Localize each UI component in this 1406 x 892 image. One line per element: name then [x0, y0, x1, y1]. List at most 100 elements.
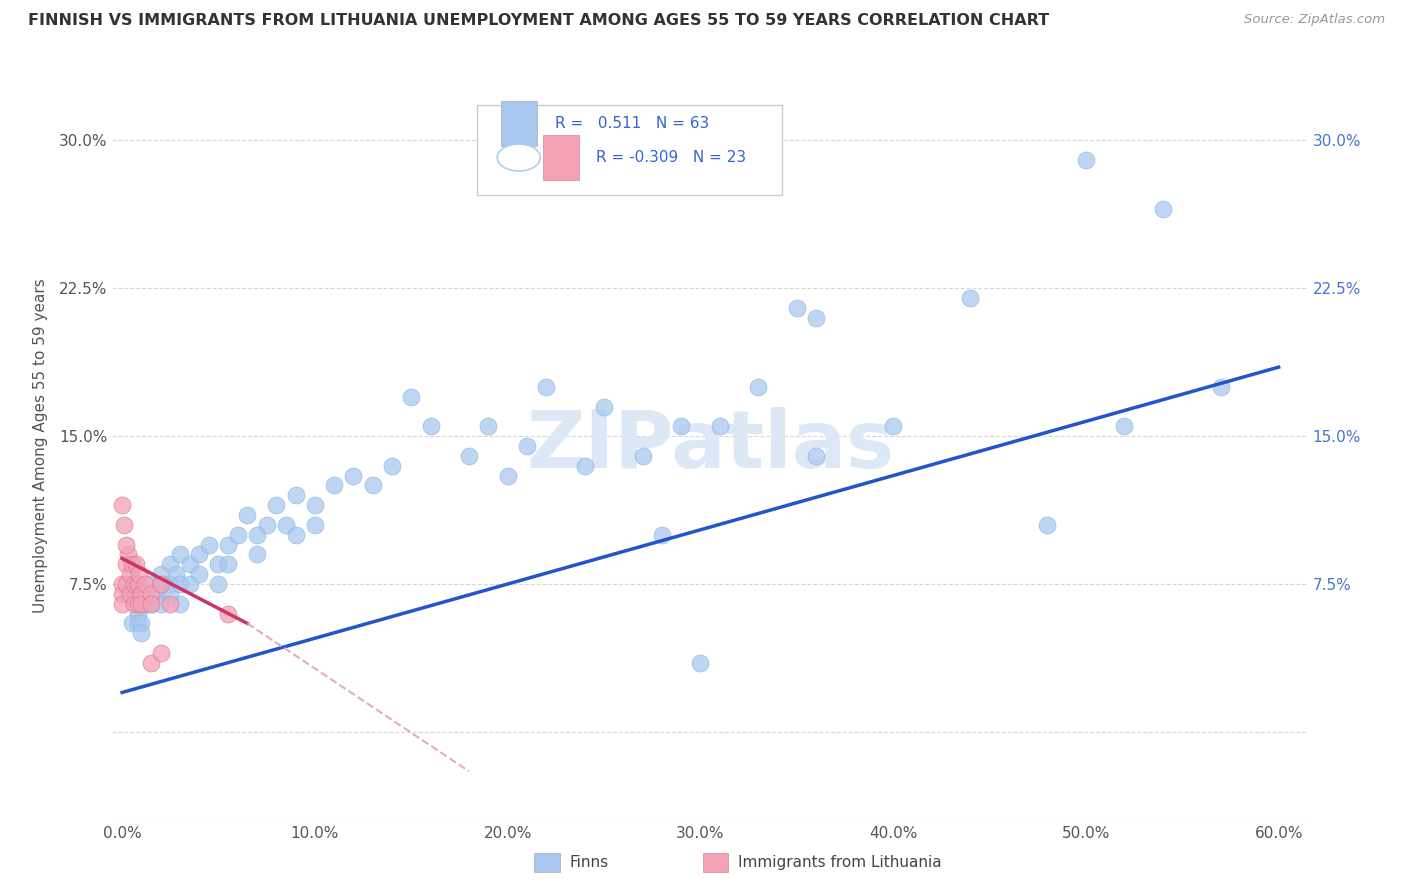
Point	[959, 291, 981, 305]
Text: Immigrants from Lithuania: Immigrants from Lithuania	[738, 855, 942, 870]
Point	[1152, 202, 1174, 217]
Point	[169, 548, 191, 562]
Point	[122, 597, 145, 611]
Point	[112, 517, 135, 532]
Point	[236, 508, 259, 522]
Text: ZIPatlas: ZIPatlas	[526, 407, 894, 485]
Point	[111, 577, 134, 591]
Point	[149, 597, 172, 611]
Point	[342, 468, 364, 483]
Point	[226, 527, 249, 541]
Point	[304, 517, 326, 532]
Point	[149, 577, 172, 591]
Point	[139, 597, 162, 611]
Point	[804, 310, 827, 325]
Text: R =   0.511   N = 63: R = 0.511 N = 63	[554, 116, 709, 131]
Point	[477, 419, 499, 434]
Point	[131, 626, 153, 640]
Point	[139, 656, 162, 670]
Point	[159, 558, 181, 572]
Text: Finns: Finns	[569, 855, 609, 870]
Point	[669, 419, 692, 434]
Point	[121, 587, 143, 601]
Point	[198, 538, 221, 552]
Point	[882, 419, 904, 434]
Point	[169, 577, 191, 591]
Point	[651, 527, 673, 541]
Point	[179, 577, 201, 591]
FancyBboxPatch shape	[543, 135, 579, 180]
Point	[217, 558, 239, 572]
Point	[747, 380, 769, 394]
Point	[274, 517, 297, 532]
Point	[169, 597, 191, 611]
Point	[128, 567, 150, 582]
Point	[593, 400, 616, 414]
Point	[111, 498, 134, 512]
Circle shape	[498, 144, 540, 171]
Point	[139, 577, 162, 591]
Point	[131, 587, 153, 601]
Point	[159, 577, 181, 591]
Point	[124, 558, 146, 572]
Point	[111, 587, 134, 601]
Point	[458, 449, 481, 463]
Point	[574, 458, 596, 473]
Point	[266, 498, 288, 512]
Point	[786, 301, 808, 315]
Point	[217, 538, 239, 552]
Point	[139, 597, 162, 611]
Point	[534, 380, 557, 394]
Point	[207, 558, 229, 572]
Point	[1114, 419, 1136, 434]
Point	[127, 597, 149, 611]
Point	[149, 567, 172, 582]
Point	[419, 419, 441, 434]
Point	[217, 607, 239, 621]
Point	[149, 646, 172, 660]
Point	[139, 587, 162, 601]
Point	[115, 558, 138, 572]
Point	[134, 577, 156, 591]
Point	[188, 548, 211, 562]
Point	[401, 390, 423, 404]
Point	[256, 517, 278, 532]
Point	[804, 449, 827, 463]
FancyBboxPatch shape	[477, 105, 782, 195]
Text: R = -0.309   N = 23: R = -0.309 N = 23	[596, 150, 747, 165]
Point	[284, 527, 307, 541]
Point	[284, 488, 307, 502]
Y-axis label: Unemployment Among Ages 55 to 59 years: Unemployment Among Ages 55 to 59 years	[32, 278, 48, 614]
Point	[689, 656, 711, 670]
Point	[1036, 517, 1059, 532]
Point	[121, 616, 143, 631]
Point	[131, 616, 153, 631]
Point	[709, 419, 731, 434]
Point	[304, 498, 326, 512]
Point	[127, 577, 149, 591]
Text: Source: ZipAtlas.com: Source: ZipAtlas.com	[1244, 13, 1385, 27]
Point	[127, 607, 149, 621]
Point	[188, 567, 211, 582]
Point	[146, 587, 169, 601]
Point	[118, 587, 141, 601]
Point	[246, 527, 269, 541]
Point	[121, 558, 143, 572]
Point	[159, 597, 181, 611]
Point	[1209, 380, 1232, 394]
Point	[115, 577, 138, 591]
Point	[117, 548, 139, 562]
Point	[165, 567, 187, 582]
Point	[1074, 153, 1097, 167]
Point	[516, 439, 538, 453]
Point	[131, 597, 153, 611]
Point	[111, 597, 134, 611]
Point	[207, 577, 229, 591]
Point	[631, 449, 654, 463]
Point	[127, 616, 149, 631]
Point	[246, 548, 269, 562]
Point	[323, 478, 346, 492]
Point	[381, 458, 404, 473]
Point	[118, 567, 141, 582]
Point	[179, 558, 201, 572]
